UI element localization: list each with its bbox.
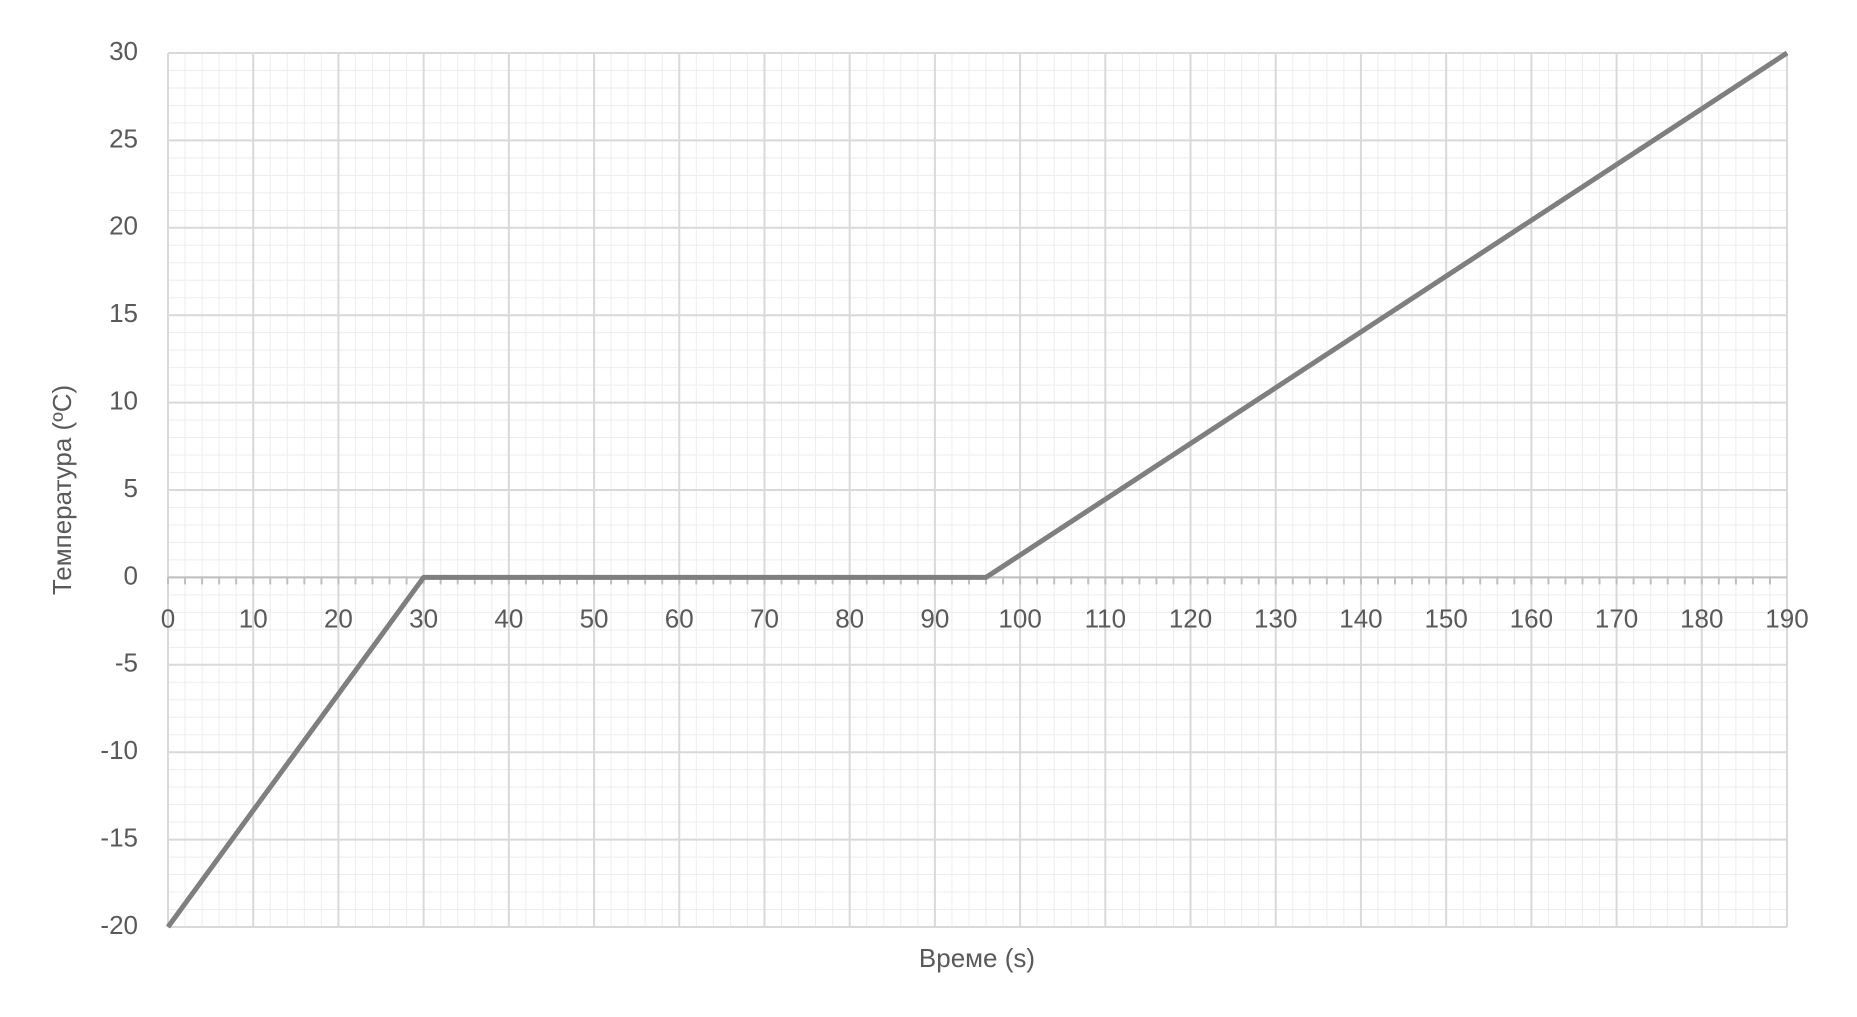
y-tick-label: -15 <box>100 822 138 852</box>
y-tick-label: 0 <box>124 560 138 590</box>
x-tick-label: 140 <box>1339 603 1382 633</box>
line <box>165 50 1789 929</box>
x-tick-label: 190 <box>1765 603 1808 633</box>
x-tick-label: 90 <box>920 603 949 633</box>
y-tick-label: 10 <box>109 385 138 415</box>
y-tick-label: -10 <box>100 735 138 765</box>
x-tick-label: 30 <box>409 603 438 633</box>
x-tick-label: 70 <box>750 603 779 633</box>
x-tick-label: 40 <box>494 603 523 633</box>
y-tick-label: 15 <box>109 298 138 328</box>
y-tick-label: 5 <box>124 473 138 503</box>
x-axis-title: Време (s) <box>919 943 1035 973</box>
x-tick-label: 170 <box>1595 603 1638 633</box>
x-tick-label: 120 <box>1169 603 1212 633</box>
x-tick-label: 60 <box>665 603 694 633</box>
y-tick-label: -20 <box>100 910 138 940</box>
y-tick-label: 20 <box>109 211 138 241</box>
y-tick-label: 25 <box>109 123 138 153</box>
x-tick-label: 100 <box>998 603 1041 633</box>
x-tick-label: 80 <box>835 603 864 633</box>
x-tick-label: 110 <box>1085 603 1126 633</box>
y-tick-label: -5 <box>115 648 138 678</box>
x-tick-label: 10 <box>239 603 268 633</box>
y-tick-label: 30 <box>109 36 138 66</box>
x-tick-label: 180 <box>1680 603 1723 633</box>
x-tick-label: 50 <box>580 603 609 633</box>
x-tick-label: 20 <box>324 603 353 633</box>
x-tick-label: 0 <box>161 603 175 633</box>
x-tick-label: 130 <box>1254 603 1297 633</box>
x-tick-label: 160 <box>1510 603 1553 633</box>
y-axis-title: Температура (ºC) <box>47 385 77 595</box>
x-tick-label: 150 <box>1424 603 1467 633</box>
